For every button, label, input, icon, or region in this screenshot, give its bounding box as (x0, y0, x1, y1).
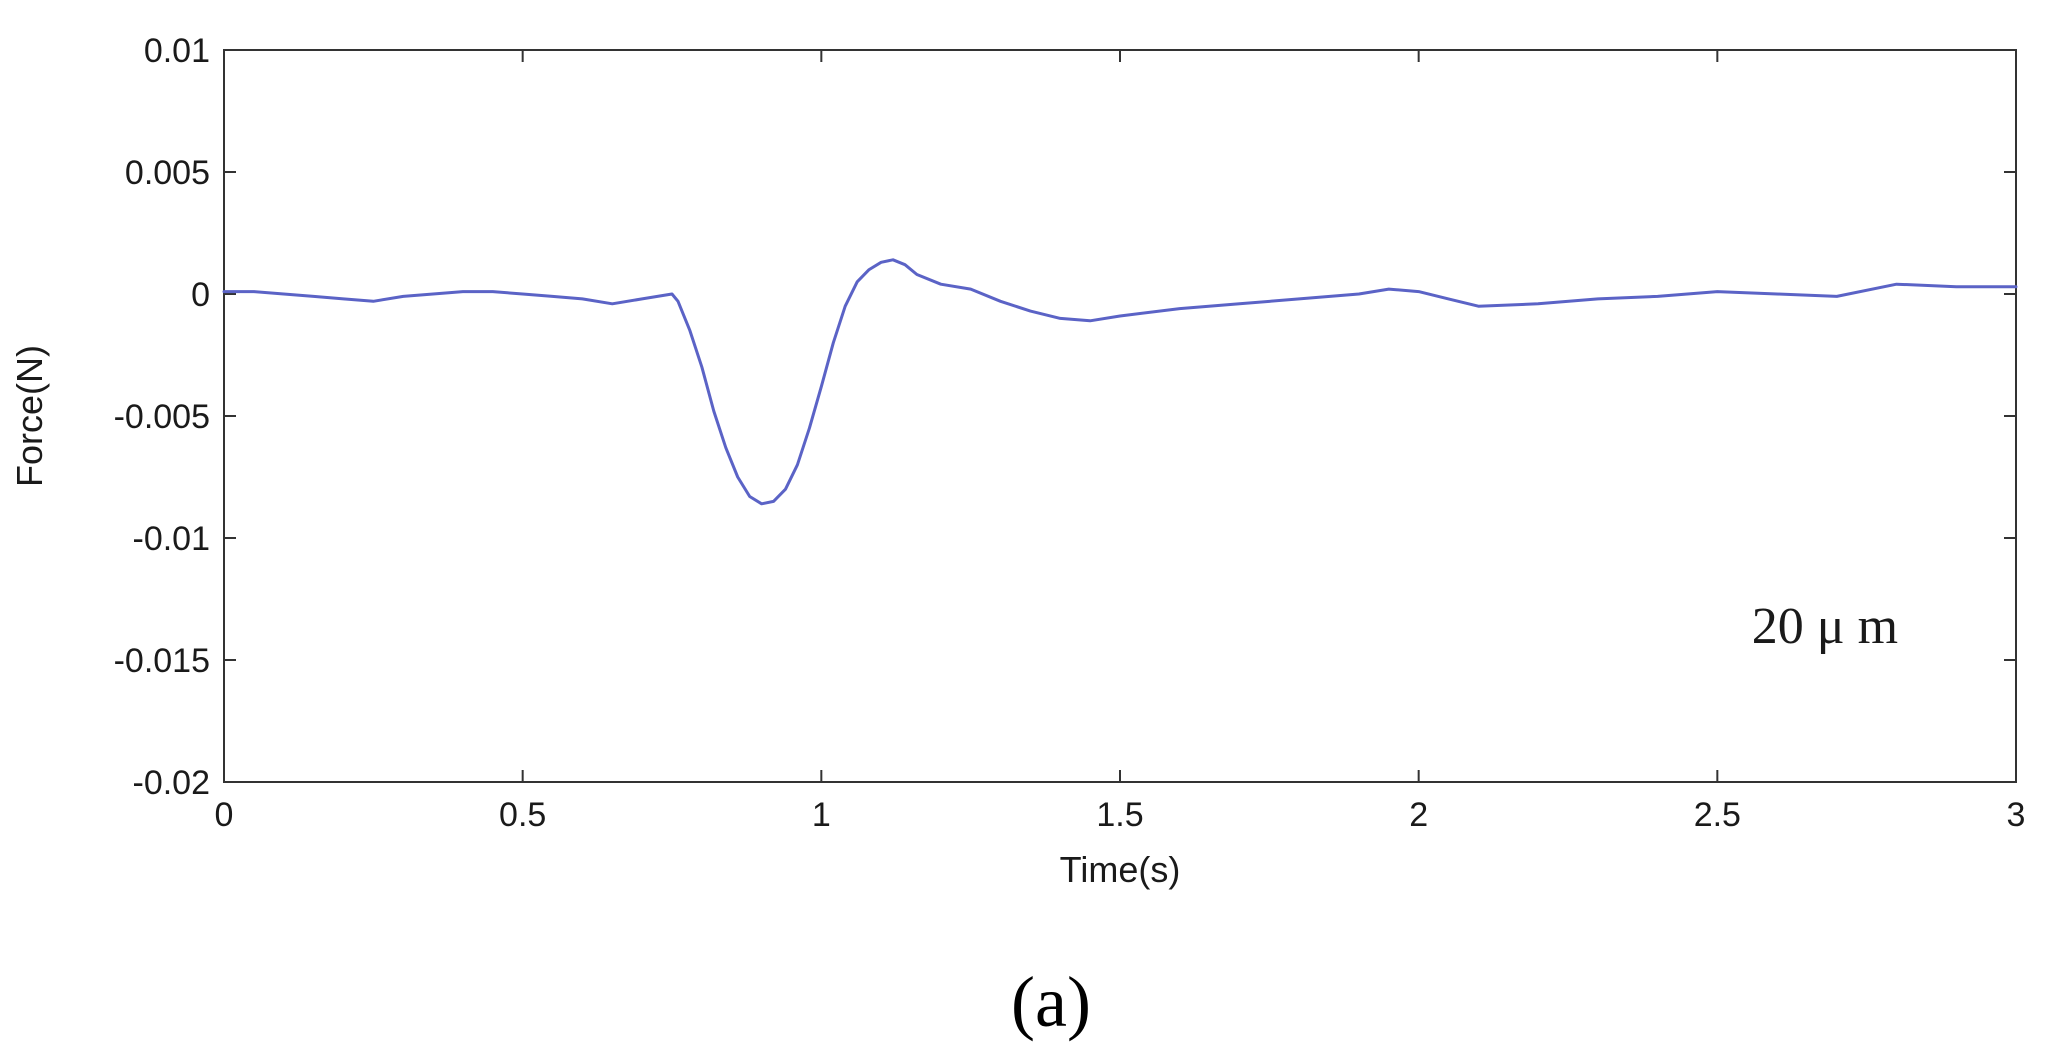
y-tick-label: -0.005 (114, 398, 210, 436)
y-axis-label: Force(N) (9, 345, 50, 487)
tick-labels: 0 0.5 1 1.5 2 2.5 3 0.01 0.005 0 -0.005 -0.01 -0.015… (114, 32, 2026, 834)
x-tick-label: 1.5 (1096, 796, 1143, 834)
x-axis-label: Time(s) (1060, 849, 1181, 890)
annotation-scale-label: 20 μ m (1752, 598, 1898, 655)
y-tick-label: -0.015 (114, 642, 210, 680)
x-tick-label: 0.5 (499, 796, 546, 834)
axis-ticks (223, 49, 2017, 783)
x-tick-label: 2 (1409, 796, 1428, 834)
y-tick-label: 0.005 (125, 154, 210, 192)
x-tick-label: 0 (215, 796, 234, 834)
x-tick-label: 1 (812, 796, 831, 834)
y-tick-label: -0.02 (133, 764, 211, 802)
y-tick-label: 0 (191, 276, 210, 314)
x-tick-label: 3 (2007, 796, 2026, 834)
panel-label: (a) (1011, 962, 1091, 1042)
y-tick-label: 0.01 (144, 32, 210, 70)
plot-frame (223, 49, 2017, 783)
series-line-force (222, 258, 2018, 506)
x-tick-label: 2.5 (1694, 796, 1741, 834)
y-tick-label: -0.01 (133, 520, 211, 558)
